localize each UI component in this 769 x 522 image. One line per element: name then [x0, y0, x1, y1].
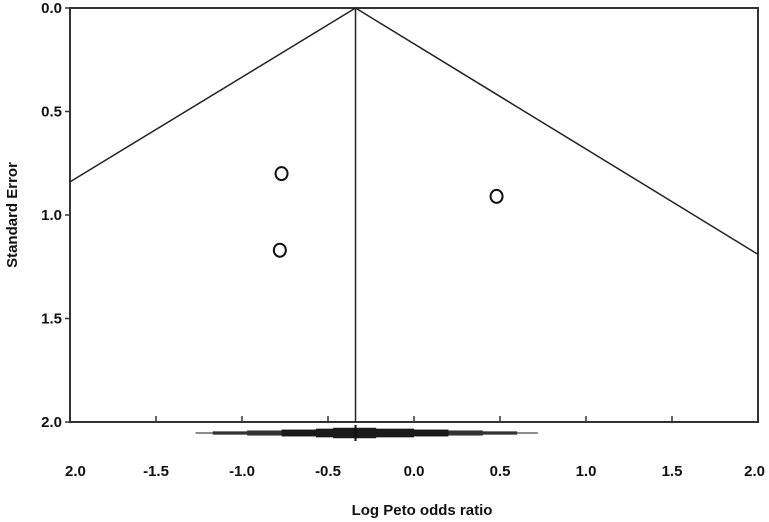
- y-axis-ticks: 0.0 0.5 1.0 1.5 2.0: [41, 0, 70, 431]
- x-tick-label: -1.5: [143, 463, 169, 480]
- x-tick-label: -1.0: [229, 463, 255, 480]
- x-tick-label: 1.0: [576, 463, 597, 480]
- y-tick-label: 0.0: [41, 0, 62, 17]
- x-tick-label: 1.5: [662, 463, 683, 480]
- y-tick-label: 1.0: [41, 207, 62, 224]
- funnel-right-line: [355, 7, 759, 255]
- study-point: [272, 242, 287, 258]
- y-tick-label: 1.5: [41, 311, 62, 328]
- funnel-lines: [69, 7, 759, 422]
- study-point: [489, 188, 504, 204]
- x-tick-label: 2.0: [744, 463, 765, 480]
- plot-frame: [69, 7, 759, 423]
- study-points: [272, 166, 504, 258]
- summary-bar: [195, 425, 538, 441]
- y-axis-title: Standard Error: [4, 162, 21, 268]
- y-tick-label: 2.0: [41, 414, 62, 431]
- x-axis-ticks: 2.0 -1.5 -1.0 -0.5 0.0 0.5 1.0 1.5 2.0: [65, 416, 765, 480]
- x-axis-title: Log Peto odds ratio: [352, 502, 493, 519]
- x-tick-label: 0.0: [404, 463, 425, 480]
- x-tick-label: 2.0: [65, 463, 86, 480]
- study-point: [274, 166, 289, 182]
- y-tick-label: 0.5: [41, 104, 62, 121]
- funnel-left-line: [69, 7, 356, 183]
- x-tick-label: -0.5: [315, 463, 341, 480]
- x-tick-label: 0.5: [490, 463, 511, 480]
